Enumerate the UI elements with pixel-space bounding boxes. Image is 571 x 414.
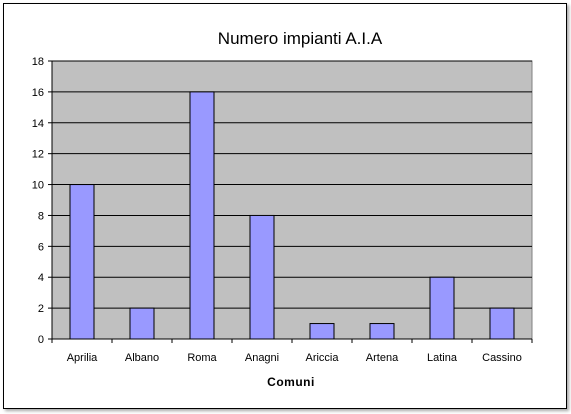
y-tick-label: 4 xyxy=(38,272,44,284)
y-tick-label: 10 xyxy=(32,180,44,192)
y-tick-label: 12 xyxy=(32,149,44,161)
chart-title: Numero impianti A.I.A xyxy=(218,29,383,48)
y-tick-label: 2 xyxy=(38,303,44,315)
bar-ariccia xyxy=(309,323,335,340)
x-axis-title: Comuni xyxy=(267,375,315,389)
bar-artena xyxy=(369,323,395,340)
y-tick-label: 14 xyxy=(32,118,44,130)
x-tick-label: Anagni xyxy=(245,352,279,364)
bar-latina xyxy=(429,276,455,340)
bar-aprilia xyxy=(69,184,95,340)
x-axis: Aprilia Albano Roma Anagni Ariccia Artena Lati… xyxy=(51,338,533,364)
x-tick-label: Roma xyxy=(187,352,217,364)
bar-cassino xyxy=(489,307,515,340)
y-tick-label: 6 xyxy=(38,241,44,253)
x-tick-label: Albano xyxy=(125,352,159,364)
x-tick-label: Cassino xyxy=(482,352,522,364)
y-tick-label: 18 xyxy=(32,56,44,68)
bar-albano xyxy=(129,307,155,340)
plot-area xyxy=(51,60,533,340)
y-tick-label: 8 xyxy=(38,210,44,222)
bar-anagni xyxy=(249,214,275,340)
x-tick-label: Artena xyxy=(366,352,399,364)
y-axis: 0 2 4 6 8 10 12 14 16 18 xyxy=(32,56,53,346)
bars xyxy=(69,91,515,340)
x-tick-label: Aprilia xyxy=(67,352,98,364)
x-tick-label: Ariccia xyxy=(305,352,339,364)
y-tick-label: 0 xyxy=(38,334,44,346)
y-tick-label: 16 xyxy=(32,87,44,99)
x-tick-label: Latina xyxy=(427,352,458,364)
bar-roma xyxy=(189,91,215,340)
